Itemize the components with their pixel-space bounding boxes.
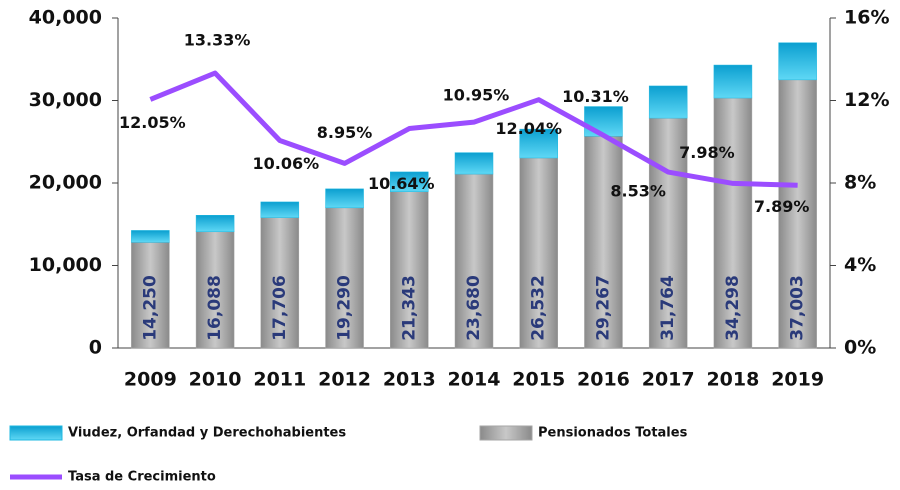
bar-segment [390,191,429,349]
bar-segment [648,117,688,349]
total-label: 17,706 [270,275,290,341]
y2-tick-label: 8% [844,172,876,194]
total-label: 16,088 [205,275,225,341]
bar-segment [131,230,170,243]
legend-swatch [9,425,63,441]
bar-segment [713,97,753,349]
line-label: 10.31% [562,87,629,106]
bar-segment [519,128,558,159]
line-label: 8.95% [317,123,373,142]
bar-segment [454,152,494,175]
bar-segment [195,231,235,349]
total-label: 29,267 [593,275,613,341]
bar-segment [195,215,235,233]
bar-segment [584,106,623,137]
x-tick-label: 2009 [124,369,177,391]
x-tick-label: 2014 [448,369,501,391]
x-tick-label: 2015 [512,369,565,391]
bar-segment [260,217,300,349]
x-tick-label: 2018 [706,369,759,391]
legend-label: Viudez, Orfandad y Derechohabientes [68,426,346,441]
total-label: 26,532 [529,275,549,341]
x-tick-label: 2017 [642,369,695,391]
total-label: 21,343 [399,275,419,341]
total-label: 37,003 [788,275,808,341]
legend-label: Pensionados Totales [538,426,688,441]
total-label: 31,764 [658,275,678,341]
legend-label: Tasa de Crecimiento [68,470,216,485]
bar-segment [778,79,817,349]
y2-tick-label: 12% [844,89,889,111]
line-label: 7.89% [754,197,810,216]
bar-segment [260,201,300,218]
bar-segment [713,64,753,99]
total-label: 19,290 [335,275,355,341]
bar-segment [778,42,817,81]
y-tick-label: 20,000 [29,172,102,194]
growth-line [149,70,798,188]
bar-segment [325,207,364,349]
line-label: 10.64% [368,174,435,193]
line-label: 12.04% [495,119,562,138]
line-label: 10.95% [443,86,510,105]
line-label: 8.53% [610,182,666,201]
bar-segment [584,135,623,349]
line-label: 12.05% [119,113,186,132]
line-label: 10.06% [252,154,319,173]
x-tick-label: 2012 [318,369,371,391]
x-tick-label: 2019 [771,369,824,391]
x-tick-label: 2013 [383,369,436,391]
y2-tick-label: 16% [844,7,889,29]
line-label: 7.98% [679,143,735,162]
line-label: 13.33% [184,31,251,50]
y-tick-label: 10,000 [29,254,102,276]
bar-segment [519,157,558,349]
x-tick-label: 2010 [189,369,242,391]
bar-segment [454,173,494,349]
y-tick-label: 0 [89,337,102,359]
x-tick-label: 2011 [253,369,306,391]
bar-segment [325,188,364,209]
legend-swatch [479,425,533,441]
total-label: 14,250 [140,275,160,341]
bar-segment [648,85,688,119]
x-tick-label: 2016 [577,369,630,391]
y2-tick-label: 4% [844,254,876,276]
y2-tick-label: 0% [844,337,876,359]
y-tick-label: 30,000 [29,89,102,111]
total-label: 23,680 [464,275,484,341]
bar-segment [131,242,170,349]
bar-segment [390,171,429,192]
y-tick-label: 40,000 [29,7,102,29]
total-label: 34,298 [723,275,743,341]
